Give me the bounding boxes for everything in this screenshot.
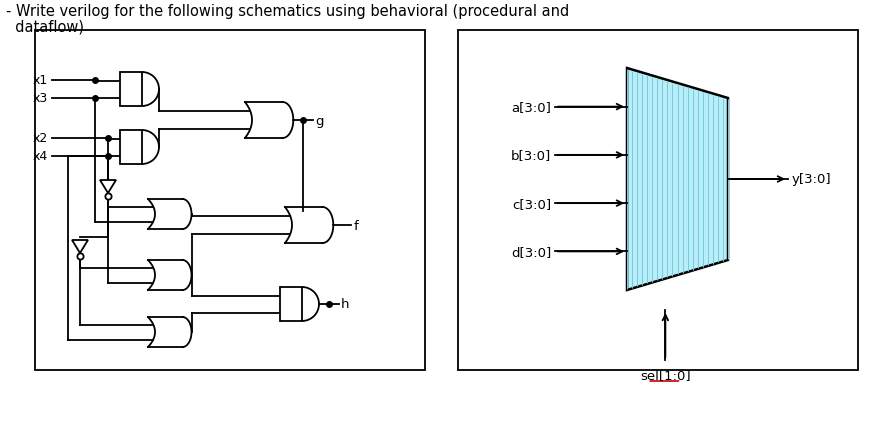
- Text: c[3:0]: c[3:0]: [512, 197, 551, 210]
- Bar: [120, 73, 142, 107]
- Text: f: f: [353, 219, 358, 232]
- Text: g: g: [315, 114, 324, 127]
- Bar: [458, 31, 858, 370]
- Text: - Write verilog for the following schematics using behavioral (procedural and: - Write verilog for the following schema…: [6, 4, 570, 19]
- Text: dataflow): dataflow): [6, 19, 84, 34]
- Text: b[3:0]: b[3:0]: [511, 149, 551, 162]
- Text: a[3:0]: a[3:0]: [511, 101, 551, 114]
- Text: x2: x2: [33, 132, 48, 145]
- Text: x4: x4: [33, 150, 48, 163]
- Bar: [120, 131, 142, 165]
- Text: x3: x3: [33, 92, 48, 105]
- Text: y[3:0]: y[3:0]: [792, 173, 831, 186]
- Polygon shape: [100, 180, 116, 194]
- Polygon shape: [627, 69, 728, 290]
- Polygon shape: [72, 240, 88, 254]
- Text: h: h: [341, 298, 350, 311]
- Bar: [35, 31, 425, 370]
- Text: d[3:0]: d[3:0]: [511, 245, 551, 258]
- Text: x1: x1: [33, 74, 48, 87]
- Text: sel[1:0]: sel[1:0]: [640, 368, 691, 381]
- Bar: [280, 287, 302, 321]
